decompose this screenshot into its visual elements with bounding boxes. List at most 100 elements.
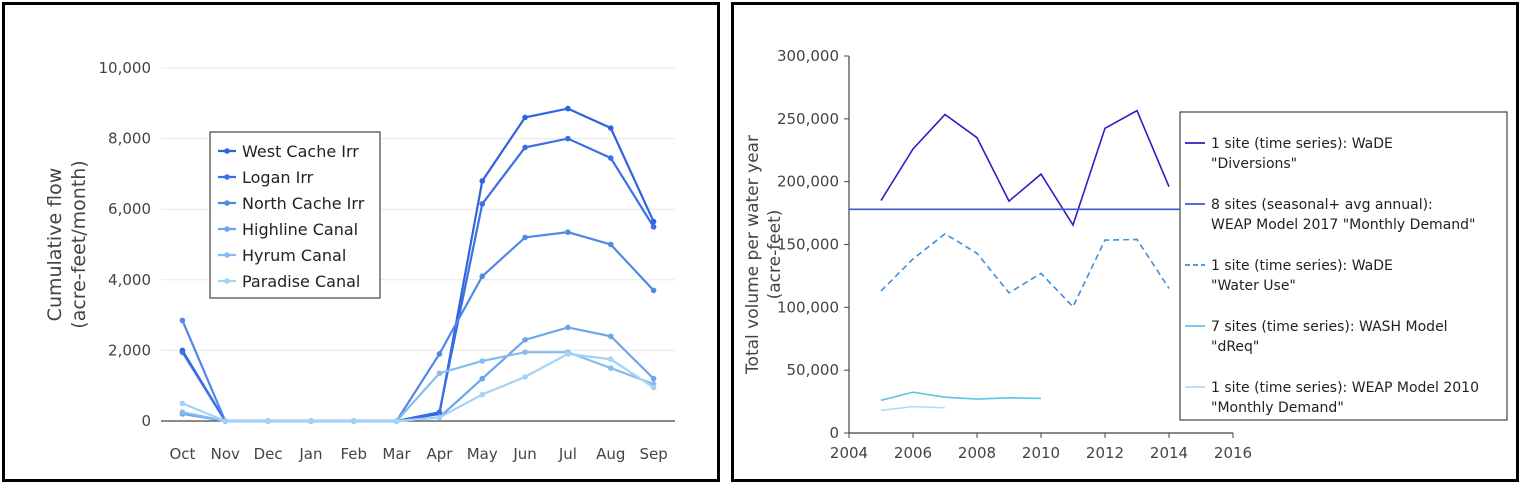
series-line-3: [880, 391, 1042, 402]
y-axis-title: Total volume per water year (acre-feet): [743, 135, 785, 375]
series-point-0: [522, 114, 528, 121]
x-tick-label: Sep: [639, 445, 667, 463]
series-point-5: [393, 418, 400, 424]
legend-label-line: "Water Use": [1211, 278, 1296, 294]
legend-label-line: 1 site (time series): WaDE: [1211, 136, 1393, 152]
series-line-2: [880, 232, 1170, 309]
y-tick-label: 0: [141, 412, 151, 430]
y-tick-label: 50,000: [787, 361, 840, 379]
legend-label-line: "dReq": [1211, 339, 1259, 355]
series-point-5: [565, 351, 571, 357]
y-tick-label: 0: [829, 424, 839, 442]
right-chart-panel: 0 50,000 100,000 150,000 200,000 250,000 300,0…: [731, 2, 1519, 482]
series-line-3: [182, 326, 655, 423]
y-tick-label: 150,000: [777, 236, 839, 254]
series-point-1: [436, 409, 443, 415]
legend-label-line: WEAP Model 2017 "Monthly Demand": [1211, 217, 1475, 233]
series-point-0: [565, 105, 571, 112]
x-tick-label: Jul: [558, 445, 577, 463]
legend-marker-1: [224, 174, 230, 180]
series-point-4: [522, 349, 528, 355]
x-tick-label: Nov: [211, 445, 240, 463]
series-point-1: [179, 349, 186, 355]
y-tick-label: 6,000: [108, 200, 151, 218]
legend-label-line: 7 sites (time series): WASH Model: [1211, 319, 1448, 335]
legend-label-line: 8 sites (seasonal+ avg annual):: [1211, 197, 1433, 213]
series-point-5: [222, 418, 229, 424]
series-point-2: [479, 273, 486, 280]
series-point-1: [479, 201, 486, 207]
series-point-0: [607, 125, 614, 131]
legend-marker-0: [224, 148, 230, 154]
legend-label-line: "Diversions": [1211, 156, 1297, 172]
legend-marker-2: [224, 200, 230, 206]
legend-label-2: North Cache Irr: [242, 194, 365, 213]
legend-label-2: 1 site (time series): WaDE "Water Use": [1211, 258, 1393, 294]
y-tick-label: 10,000: [99, 59, 152, 77]
x-tick-label: Aug: [596, 445, 625, 463]
legend-marker-3: [224, 226, 230, 232]
series-point-2: [607, 241, 614, 248]
series-point-5: [265, 418, 271, 424]
legend-label-4: Hyrum Canal: [242, 246, 346, 265]
series-point-5: [179, 400, 186, 407]
series-point-3: [607, 333, 614, 340]
series-point-4: [479, 358, 486, 364]
series-line-5: [181, 352, 655, 423]
series-point-2: [650, 287, 657, 294]
series-point-1: [522, 144, 528, 151]
series-line-4: [880, 405, 946, 412]
series-point-3: [565, 324, 571, 331]
legend-label-0: 1 site (time series): WaDE "Diversions": [1211, 136, 1393, 172]
y-axis-title-line: Total volume per water year: [743, 135, 763, 375]
legend-marker-5: [224, 278, 230, 284]
x-tick-label: 2004: [830, 444, 868, 462]
y-axis-title-line: (acre-feet/month): [68, 160, 90, 328]
y-tick-label: 4,000: [108, 271, 151, 289]
series-point-3: [650, 375, 657, 382]
y-tick-label: 200,000: [777, 173, 839, 191]
legend-label-1: Logan Irr: [242, 168, 314, 187]
legend-label-line: 1 site (time series): WEAP Model 2010: [1211, 380, 1479, 396]
legend-label-line: "Monthly Demand": [1211, 400, 1344, 416]
legend-label-4: 1 site (time series): WEAP Model 2010 "Mo…: [1211, 380, 1479, 416]
series-point-3: [522, 337, 528, 343]
series-point-2: [565, 229, 571, 235]
series-point-2: [436, 351, 443, 357]
series-point-4: [436, 370, 443, 377]
x-tick-label: 2010: [1022, 444, 1060, 462]
left-chart-panel: 0 2,000 4,000 6,000 8,000 10,000 Oct Nov Dec Jan F…: [2, 2, 720, 482]
total-volume-chart: 0 50,000 100,000 150,000 200,000 250,000 300,0…: [743, 47, 1508, 462]
y-tick-label: 100,000: [777, 298, 839, 316]
x-tick-label: Jan: [298, 445, 322, 463]
y-tick-label: 250,000: [777, 110, 839, 128]
series-point-5: [522, 374, 528, 380]
series-point-5: [308, 418, 314, 424]
series-line-0: [880, 109, 1170, 227]
y-tick-label: 2,000: [108, 341, 151, 359]
series-point-4: [607, 365, 614, 371]
x-tick-label: 2016: [1214, 444, 1252, 462]
legend-label-3: Highline Canal: [242, 220, 358, 239]
x-tick-label: 2006: [894, 444, 932, 462]
x-tick-label: 2012: [1086, 444, 1124, 462]
y-axis-title-line: (acre-feet): [765, 210, 785, 300]
legend-label-5: Paradise Canal: [242, 272, 360, 291]
legend-label-line: 1 site (time series): WaDE: [1211, 258, 1393, 274]
x-tick-label: Feb: [340, 445, 367, 463]
legend-box: [209, 131, 381, 299]
legend-label-3: 7 sites (time series): WASH Model "dReq": [1211, 319, 1448, 355]
y-tick-label: 8,000: [108, 130, 151, 148]
x-tick-label: Apr: [426, 445, 453, 463]
y-axis-title-line: Cumulative flow: [44, 168, 66, 322]
series-point-0: [479, 178, 486, 184]
series-point-5: [607, 356, 614, 363]
y-tick-label: 300,000: [777, 47, 839, 65]
x-tick-label: Dec: [254, 445, 283, 463]
cumulative-flow-chart: 0 2,000 4,000 6,000 8,000 10,000 Oct Nov Dec Jan F…: [44, 59, 675, 463]
series-point-3: [479, 375, 486, 382]
series-point-2: [522, 234, 528, 241]
x-tick-label: 2014: [1150, 444, 1188, 462]
series-point-4: [179, 409, 186, 415]
legend-label-0: West Cache Irr: [242, 142, 359, 161]
